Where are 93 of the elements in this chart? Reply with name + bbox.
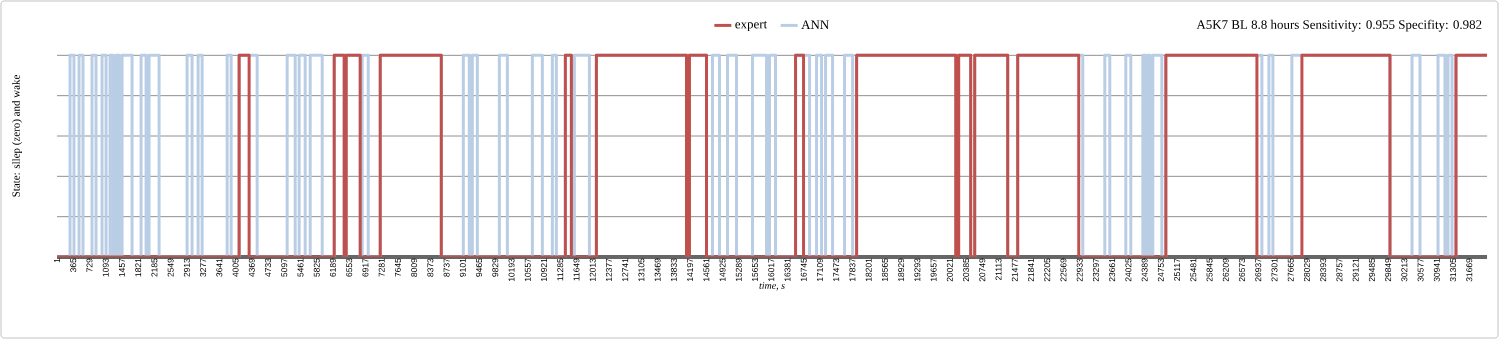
x-tick-label: 27665 [1287,258,1294,282]
x-tick-label: 31669 [1466,258,1473,282]
x-tick-label: 23297 [1092,258,1099,282]
x-tick-label: 16745 [800,258,807,282]
x-axis-title: time, s [759,282,785,291]
x-tick-label: 16017 [768,258,775,282]
x-tick-label: 20385 [963,258,970,282]
x-tick-label: 2185 [151,258,158,277]
x-tick-label: 10557 [524,258,531,282]
x-tick-label: 18929 [898,258,905,282]
x-tick-label: 13833 [670,258,677,282]
x-tick-label: 4005 [232,258,239,277]
x-tick-label: 12377 [605,258,612,282]
x-tick-label: 2913 [183,258,190,277]
x-tick-label: 6917 [362,258,369,277]
x-tick-label: 5461 [297,258,304,277]
x-tick-label: 20021 [946,258,953,282]
x-tick-label: 29485 [1368,258,1375,282]
x-tick-label: 4369 [248,258,255,277]
x-tick-label: 9101 [459,258,466,277]
x-tick-label: 24753 [1157,258,1164,282]
y-axis-title: State: sllep (zero) and wake [12,75,23,197]
x-tick-label: 24389 [1141,258,1148,282]
x-tick-label: 17473 [833,258,840,282]
x-tick-label: 26573 [1239,258,1246,282]
legend-label: expert [735,21,768,32]
x-tick-label: 18201 [865,258,872,282]
x-tick-label: 21477 [1011,258,1018,282]
x-tick-label: 15289 [735,258,742,282]
x-tick-label: 8737 [443,258,450,277]
x-tick-label: 19657 [930,258,937,282]
x-tick-label: 4733 [265,258,272,277]
x-tick-label: 7645 [394,258,401,277]
x-tick-label: 12741 [622,258,629,282]
x-tick-label: 10193 [508,258,515,282]
x-tick-label: 20749 [979,258,986,282]
x-tick-label: 22569 [1060,258,1067,282]
x-tick-label: 12013 [589,258,596,282]
x-tick-label: 29849 [1385,258,1392,282]
x-tick-label: 11285 [557,258,564,281]
x-tick-label: 17109 [816,258,823,282]
x-tick-label: 10921 [541,258,547,282]
x-tick-label: 17837 [849,258,856,282]
x-tick-label: 28393 [1320,258,1327,282]
text: A5K7 BL 8.8 hours Sensitivity: 0.955 Specifity: 0.982 [1196,19,1482,32]
x-tick-label: 26209 [1222,258,1229,282]
x-tick-label: 9465 [476,258,483,277]
x-tick-label: 19293 [914,258,921,282]
x-tick-label: 14925 [719,258,726,282]
x-tick-label: 13105 [638,258,645,282]
x-tick-label: 25481 [1190,258,1197,282]
x-tick-label: 7281 [378,258,385,277]
x-tick-label: 1821 [135,258,142,277]
x-tick-label: 15653 [752,258,759,282]
x-tick-label: 25117 [1174,258,1181,281]
x-tick-label: 22933 [1076,258,1083,282]
x-tick-label: 16381 [784,258,791,282]
x-tick-label: 6189 [329,258,336,277]
x-tick-label: 21841 [1028,258,1034,282]
x-tick-label: 28029 [1303,258,1310,282]
x-tick-label: 1093 [102,258,109,277]
x-tick-label: 365 [70,258,77,272]
x-tick-label: 2549 [167,258,174,277]
x-tick-label: 23661 [1109,258,1116,282]
x-tick-label: 6553 [346,258,353,277]
x-tick-label: 13469 [654,258,661,282]
x-tick-label: 22205 [1044,258,1051,282]
x-tick-label: 8373 [427,258,434,277]
x-tick-label: 3641 [216,258,223,277]
x-tick-label: 5097 [281,258,288,277]
x-tick-label: 30213 [1401,258,1408,282]
x-tick-label: 24025 [1125,258,1132,282]
x-tick-label: 8009 [411,258,418,277]
x-tick-label: 25845 [1206,258,1213,282]
x-tick-label: 30941 [1433,258,1440,282]
x-tick-label: 11649 [573,258,580,281]
x-tick-label: 30577 [1417,258,1424,282]
x-tick-label: 1457 [118,258,125,277]
x-tick-label: 14561 [703,258,710,282]
x-tick-label: 26937 [1255,258,1262,282]
x-tick-label: 3277 [200,258,207,277]
x-tick-label: 9829 [492,258,499,277]
x-tick-label: 5825 [313,258,320,277]
legend-label: ANN [801,20,829,29]
x-tick-label: 729 [86,258,93,272]
x-tick-label: 31305 [1450,258,1457,282]
x-tick-label: 29121 [1352,258,1359,282]
x-tick-label: 21113 [995,258,1002,281]
x-tick-label: 27301 [1271,258,1278,282]
x-tick-label: 28757 [1336,258,1343,282]
x-tick-label: 18565 [881,258,888,282]
x-tick-label: 14197 [687,258,694,282]
x-tick-label: 1 [54,258,60,263]
